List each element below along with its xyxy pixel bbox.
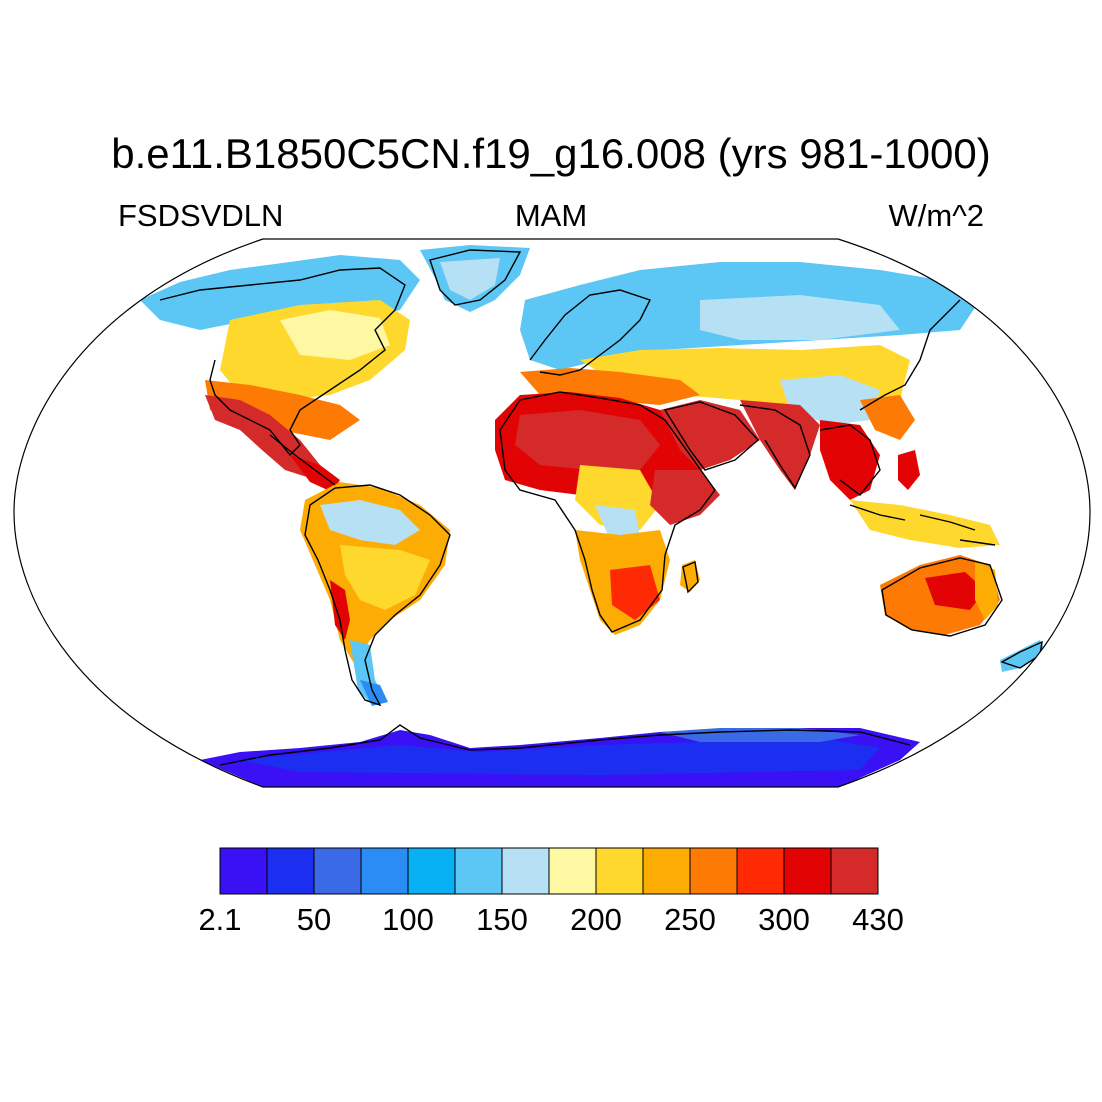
philippines — [898, 450, 920, 490]
africa-east-horn — [650, 470, 720, 525]
plot-title: b.e11.B1850C5CN.f19_g16.008 (yrs 981-100… — [111, 130, 991, 177]
se-asia — [820, 420, 880, 500]
colorbar-swatch-5 — [454, 847, 503, 895]
australia-core — [925, 572, 985, 610]
coastline-central-america — [269, 434, 336, 486]
colorbar-swatch-8 — [595, 847, 644, 895]
indonesia — [850, 500, 1000, 548]
coastline-south-america — [304, 484, 451, 707]
coastline-new-zealand — [1000, 640, 1043, 669]
coastline-africa — [499, 391, 716, 633]
colorbar-tick-label: 430 — [852, 902, 904, 937]
siberia-light — [700, 295, 900, 340]
coastline-europe — [529, 289, 651, 376]
india — [740, 400, 820, 490]
land-fields — [140, 245, 1045, 787]
colorbar-tick-label: 50 — [296, 902, 332, 937]
colorbar-swatch-6 — [501, 847, 550, 895]
colorbar-tick-label: 150 — [476, 902, 528, 937]
colorbar-swatch-10 — [689, 847, 738, 895]
africa-sahel — [575, 465, 660, 530]
africa-sahara-core — [515, 410, 660, 470]
australia-east — [975, 560, 998, 620]
arabia — [660, 400, 760, 470]
coastlines — [159, 249, 1043, 766]
colorbar-swatch-1 — [266, 847, 315, 895]
colorbar-tick-label: 200 — [570, 902, 622, 937]
colorbar-swatch-4 — [407, 847, 456, 895]
map-border — [13, 238, 1091, 788]
colorbar-swatch-0 — [219, 847, 268, 895]
colorbar-swatch-11 — [736, 847, 785, 895]
colorbar-swatch-7 — [548, 847, 597, 895]
south-america-andes — [330, 580, 350, 640]
antarctica-inner — [240, 738, 880, 775]
colorbar-swatch-2 — [313, 847, 362, 895]
coastline-greenland — [429, 249, 522, 306]
madagascar — [680, 560, 700, 592]
south-america-amazon — [320, 500, 420, 545]
colorbar-swatch-13 — [830, 847, 879, 895]
coastline-indonesia — [849, 504, 996, 546]
colorbar-tick-label: 250 — [664, 902, 716, 937]
central-america — [290, 455, 340, 492]
mexico-region — [205, 395, 320, 478]
colorbar-swatch-12 — [783, 847, 832, 895]
season-label: MAM — [514, 198, 588, 233]
variable-label: FSDSVDLN — [118, 198, 284, 233]
africa-central — [595, 505, 640, 540]
new-zealand — [1000, 640, 1045, 672]
colorbar-tick-label: 300 — [758, 902, 810, 937]
greenland-core — [440, 258, 500, 300]
units-label: W/m^2 — [888, 198, 984, 233]
coastline-madagascar — [682, 561, 699, 594]
colorbar-swatch-3 — [360, 847, 409, 895]
north-america-mid-light — [280, 310, 390, 360]
coastline-antarctica — [219, 724, 911, 766]
coastline-north-america — [159, 267, 406, 457]
coastline-asia — [739, 299, 961, 496]
colorbar-tick-label: 100 — [382, 902, 434, 937]
east-china — [860, 395, 915, 440]
africa-south-red — [610, 565, 660, 620]
colorbar-tick-label: 2.1 — [198, 902, 242, 937]
antarctica-east — [660, 728, 860, 742]
colorbar-swatch-9 — [642, 847, 691, 895]
coastline-australia — [881, 557, 1003, 637]
south-america-center — [340, 545, 430, 610]
coastline-arabia — [663, 401, 760, 471]
